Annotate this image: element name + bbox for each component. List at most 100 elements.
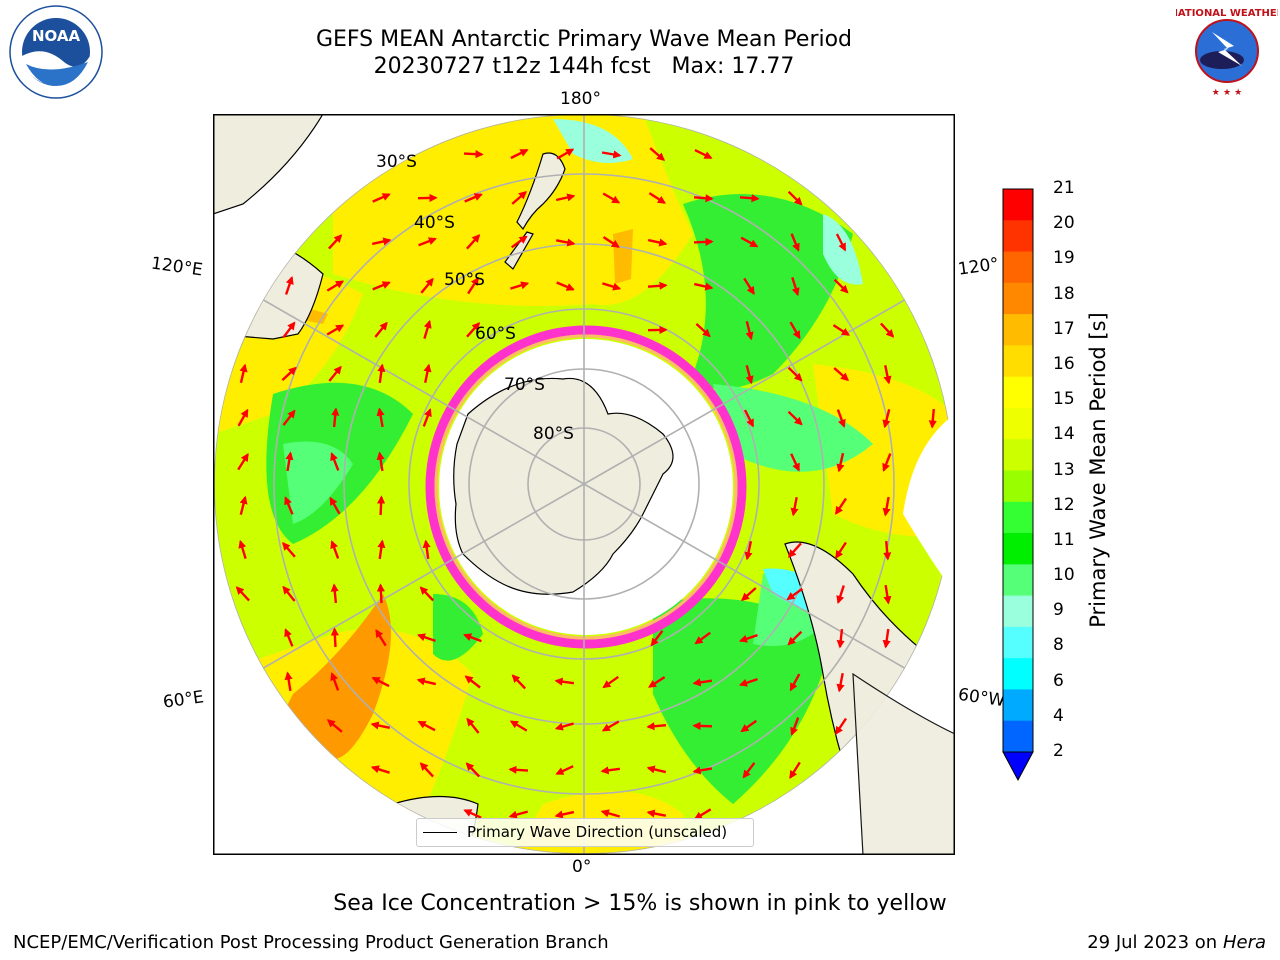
colorbar-tick-label: 19: [1053, 248, 1075, 269]
wave-direction-arrow: [376, 583, 385, 604]
wave-direction-arrow: [745, 364, 754, 385]
wave-direction-arrow: [694, 149, 713, 159]
map-legend: Primary Wave Direction (unscaled): [416, 818, 754, 847]
wave-direction-arrow: [419, 762, 434, 778]
wave-direction-arrow: [416, 677, 437, 686]
nws-logo: NATIONAL WEATHER ★ ★ ★: [1170, 2, 1280, 100]
wave-direction-arrow: [372, 281, 391, 291]
wave-direction-arrow: [600, 809, 621, 818]
colorbar-band: [1003, 314, 1033, 346]
wave-direction-arrow: [508, 765, 529, 774]
colorbar: [1002, 188, 1034, 784]
lat-label-40s: 40°S: [414, 213, 455, 233]
legend-label: Primary Wave Direction (unscaled): [467, 823, 728, 841]
wave-direction-arrow: [285, 451, 294, 472]
wave-direction-arrow: [646, 765, 667, 774]
wave-direction-arrow: [419, 586, 435, 602]
wave-direction-arrow: [650, 630, 664, 647]
colorbar-band: [1003, 439, 1033, 471]
wave-direction-arrow: [330, 672, 340, 691]
wave-direction-arrow: [377, 363, 386, 384]
wave-direction-arrow: [237, 408, 249, 427]
wave-direction-arrow: [693, 237, 714, 246]
wave-direction-arrow: [418, 237, 437, 247]
wave-direction-arrow: [738, 633, 758, 643]
wave-direction-arrow: [508, 810, 529, 819]
wave-direction-arrow: [556, 281, 575, 291]
colorbar-band: [1003, 282, 1033, 315]
wave-direction-arrow: [282, 409, 296, 426]
wave-direction-arrow: [883, 540, 892, 561]
wave-direction-arrow: [648, 192, 666, 204]
lat-label-30s: 30°S: [376, 152, 417, 172]
wave-direction-arrow: [330, 452, 340, 471]
sea-ice-caption: Sea Ice Concentration > 15% is shown in …: [333, 891, 947, 916]
footer-credit: NCEP/EMC/Verification Post Processing Pr…: [13, 932, 609, 953]
legend-line-icon: [423, 832, 457, 833]
wave-direction-arrow: [601, 150, 622, 159]
colorbar-tick-label: 17: [1053, 318, 1075, 339]
footer-date-text: 29 Jul 2023 on: [1087, 932, 1218, 953]
wave-direction-arrow: [790, 453, 800, 472]
wave-direction-arrow: [328, 234, 343, 250]
lat-label-70s: 70°S: [504, 375, 545, 395]
wave-direction-arrow: [742, 762, 756, 779]
wave-direction-arrow: [329, 496, 341, 515]
wave-direction-arrow: [647, 238, 668, 247]
wave-direction-arrow: [463, 809, 482, 819]
wave-direction-arrow: [237, 453, 249, 471]
colorbar-band: [1003, 626, 1033, 659]
wave-direction-arrow: [694, 631, 711, 645]
wave-direction-arrow: [281, 366, 297, 381]
wave-direction-arrow: [882, 453, 892, 472]
wave-direction-arrow: [284, 671, 293, 692]
wave-direction-arrow: [371, 676, 390, 688]
wave-direction-arrow: [835, 541, 847, 559]
lat-label-80s: 80°S: [533, 424, 574, 444]
wave-direction-arrow: [835, 497, 847, 515]
wave-direction-arrow: [646, 809, 667, 818]
wave-direction-arrow: [330, 583, 339, 604]
wave-direction-arrow: [743, 409, 755, 428]
noaa-logo: NOAA: [4, 4, 104, 100]
wave-direction-arrow: [554, 810, 575, 819]
wave-direction-arrow: [602, 236, 620, 248]
wave-direction-arrow: [882, 496, 891, 517]
wave-direction-arrow: [416, 633, 436, 643]
wave-direction-arrow: [511, 674, 527, 690]
wave-direction-arrow: [787, 366, 803, 382]
wave-direction-arrow: [789, 673, 801, 692]
wave-direction-arrow: [648, 676, 666, 688]
lon-label-60e: 60°E: [161, 687, 206, 713]
colorbar-tick-label: 16: [1053, 353, 1075, 374]
wave-direction-arrow: [284, 628, 294, 647]
wave-direction-arrow: [787, 630, 803, 646]
wave-direction-arrow: [739, 194, 760, 203]
wave-direction-arrow: [791, 277, 800, 297]
wave-direction-arrow: [790, 496, 799, 517]
colorbar-tick-label: 21: [1053, 178, 1075, 198]
wave-direction-arrow: [740, 236, 759, 248]
wave-direction-arrow: [463, 633, 482, 643]
wave-direction-arrow: [326, 280, 345, 292]
lon-label-120e: 120°E: [149, 253, 204, 281]
wave-direction-arrow: [833, 278, 849, 294]
wave-direction-arrow: [835, 233, 847, 252]
footer-date: 29 Jul 2023 on Hera: [1087, 932, 1266, 953]
colorbar-tick-label: 13: [1053, 459, 1075, 480]
wave-direction-arrow: [377, 539, 386, 560]
colorbar-tick-label: 15: [1053, 389, 1075, 410]
wave-direction-arrow: [509, 720, 528, 732]
wave-direction-arrow: [376, 407, 385, 428]
colorbar-band: [1003, 345, 1033, 378]
wave-direction-arrow: [556, 148, 575, 160]
wave-direction-arrow: [377, 495, 386, 516]
wave-direction-arrow: [282, 585, 296, 602]
wave-direction-arrow: [371, 237, 392, 246]
colorbar-band: [1003, 564, 1033, 597]
wave-direction-arrow: [423, 319, 432, 339]
wave-direction-arrow: [417, 720, 436, 732]
wave-direction-arrow: [602, 282, 622, 291]
wave-direction-arrow: [647, 281, 668, 290]
colorbar-tick-label: 20: [1053, 213, 1075, 234]
